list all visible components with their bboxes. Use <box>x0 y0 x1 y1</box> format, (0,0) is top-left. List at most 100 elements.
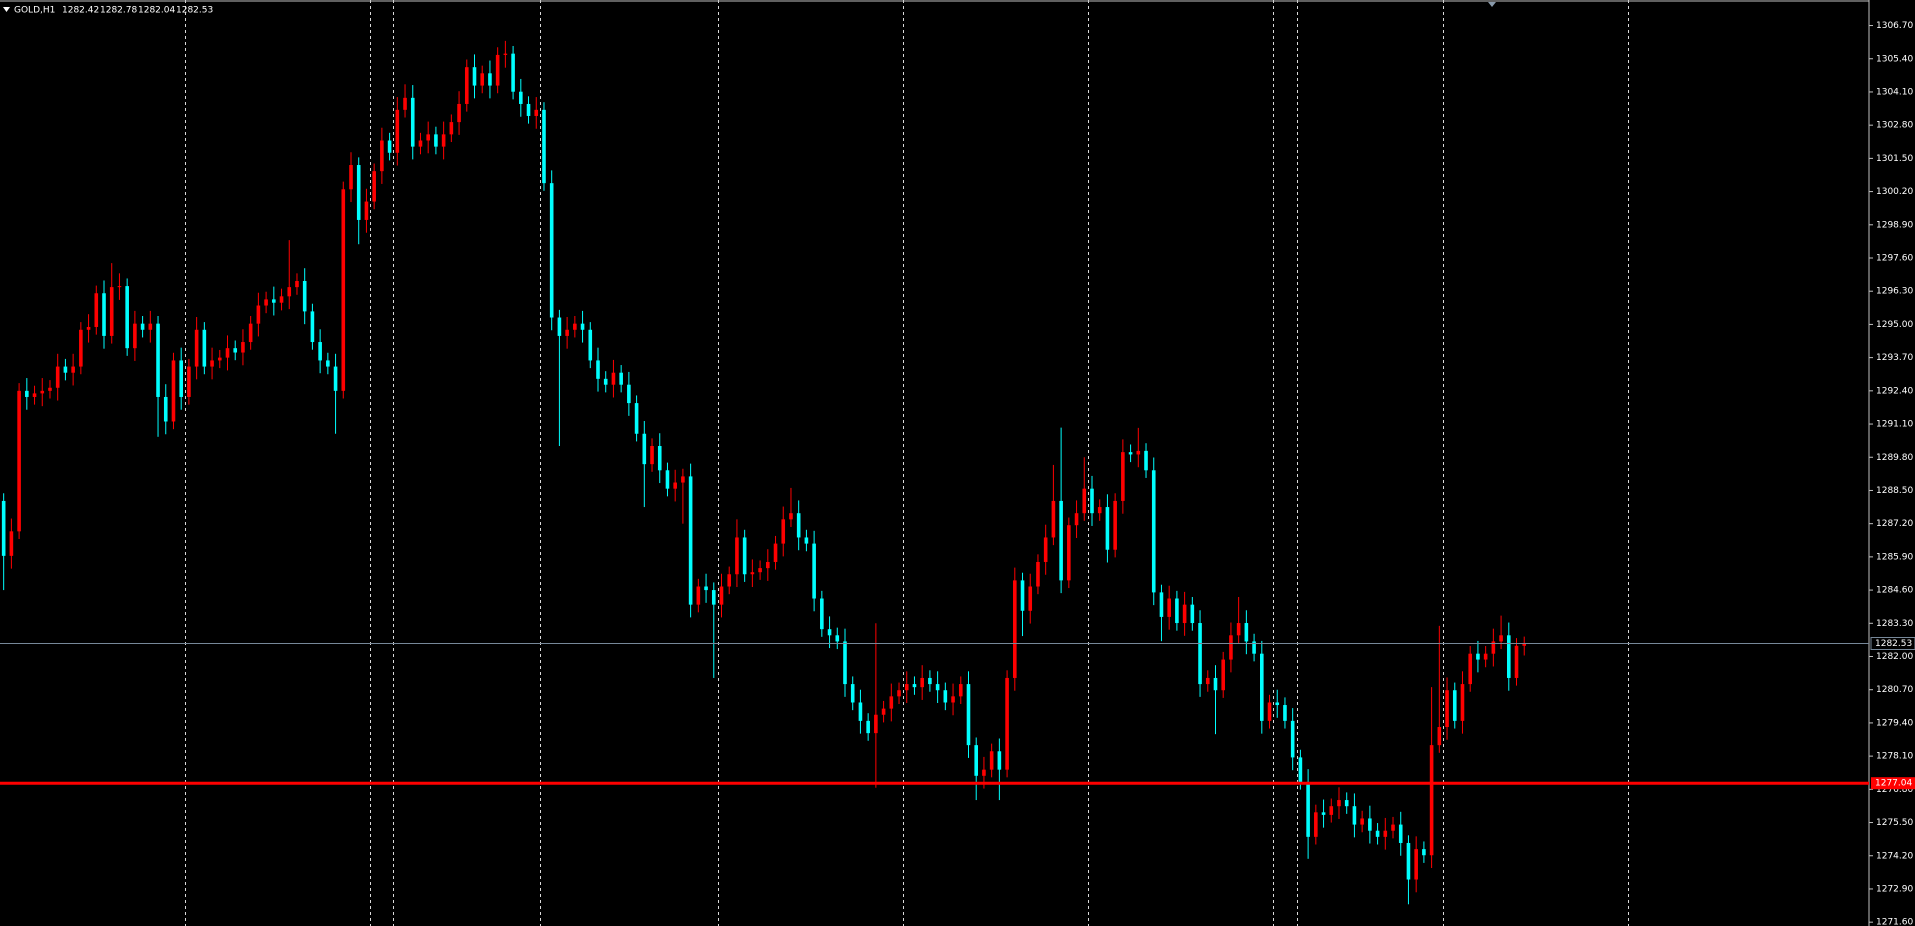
candle-body <box>403 97 407 110</box>
candle-body <box>40 390 45 394</box>
candle-body <box>1005 677 1009 770</box>
candle-body <box>596 360 600 379</box>
candle-body <box>1483 653 1488 660</box>
candle-body <box>117 286 122 288</box>
candle-body <box>1067 525 1071 581</box>
candle-body <box>1020 580 1025 611</box>
candle-body <box>225 348 230 358</box>
plot-area <box>1 0 1629 926</box>
candle-body <box>1252 641 1256 654</box>
candle-body <box>472 67 477 86</box>
candle-body <box>1491 641 1496 654</box>
level-label: 1277.04 <box>1875 779 1912 789</box>
candle-body <box>1221 659 1226 691</box>
candle-body <box>148 323 153 330</box>
candle-body <box>735 537 739 575</box>
candle-body <box>812 543 816 599</box>
candle-body <box>1 500 6 556</box>
candle-body <box>750 572 755 575</box>
candle-body <box>349 165 353 190</box>
candle-body <box>503 53 508 55</box>
candle-body <box>1406 842 1411 880</box>
candle-body <box>94 293 99 327</box>
candle-body <box>1267 702 1272 721</box>
candle-body <box>642 433 647 465</box>
candle-body <box>71 366 75 373</box>
candle-body <box>1352 806 1357 825</box>
candle-body <box>109 287 114 336</box>
candle-body <box>372 171 376 202</box>
y-tick-label: 1283.30 <box>1876 619 1913 629</box>
candle-body <box>796 513 801 538</box>
candle-body <box>326 360 330 367</box>
y-tick-label: 1282.00 <box>1876 652 1913 662</box>
candle-body <box>1159 592 1164 617</box>
candle-body <box>1128 452 1133 455</box>
candle-body <box>1506 635 1511 678</box>
candle-body <box>611 372 616 385</box>
y-tick-label: 1284.60 <box>1876 586 1913 596</box>
candle-body <box>140 323 145 330</box>
candle-body <box>1337 800 1341 807</box>
candle-body <box>380 140 384 172</box>
level-label-box <box>1871 777 1915 790</box>
candle-body <box>1182 604 1187 624</box>
candle-body <box>1298 757 1303 782</box>
candle-body <box>1028 586 1033 611</box>
candle-body <box>410 97 415 147</box>
candle-body <box>1051 500 1056 538</box>
candle-body <box>1314 812 1318 837</box>
header-close: 1282.53 <box>176 6 213 16</box>
candle-body <box>156 323 160 397</box>
header-low: 1282.04 <box>138 6 175 16</box>
y-tick-label: 1300.20 <box>1876 187 1913 197</box>
candle-body <box>843 641 847 685</box>
candle-body <box>1522 642 1527 646</box>
candle-body <box>133 323 137 349</box>
candle-body <box>1213 677 1218 691</box>
candle-body <box>673 482 677 489</box>
y-tick-label: 1293.70 <box>1876 353 1913 363</box>
candle-body <box>1013 580 1017 678</box>
candle-body <box>341 189 346 391</box>
y-tick-label: 1278.10 <box>1876 752 1913 762</box>
candle-body <box>711 590 716 605</box>
candle-body <box>997 751 1002 770</box>
y-tick-label: 1271.60 <box>1876 918 1913 926</box>
candle-body <box>526 103 531 116</box>
candle-body <box>102 293 106 336</box>
candle-body <box>418 140 423 147</box>
candle-body <box>1476 653 1480 660</box>
candle-body <box>48 387 52 391</box>
candle-body <box>1499 635 1503 642</box>
candle-body <box>449 122 454 135</box>
candle-body <box>1514 645 1519 678</box>
candle-body <box>256 305 261 324</box>
candle-body <box>1275 702 1280 706</box>
candle-body <box>943 690 948 703</box>
candle-body <box>179 360 183 397</box>
candle-body <box>1090 488 1094 514</box>
candle-body <box>758 568 762 573</box>
candle-body <box>287 287 292 297</box>
candle-body <box>1229 635 1233 660</box>
candle-body <box>1460 684 1465 721</box>
candle-body <box>958 684 963 697</box>
candle-body <box>1190 604 1195 624</box>
candle-body <box>1414 849 1418 880</box>
shift-marker <box>1488 2 1496 7</box>
candle-body <box>627 384 631 404</box>
candle-body <box>434 134 438 147</box>
candle-body <box>897 690 901 697</box>
candle-body <box>63 366 68 373</box>
candle-body <box>194 329 199 367</box>
y-tick-label: 1275.50 <box>1876 818 1913 828</box>
candle-body <box>549 183 554 318</box>
candle-body <box>1344 800 1349 807</box>
candle-body <box>1121 452 1125 501</box>
symbol: GOLD,H1 <box>14 6 55 16</box>
candle-body <box>1097 507 1102 514</box>
y-tick-label: 1288.50 <box>1876 486 1913 496</box>
candle-body <box>488 73 492 86</box>
